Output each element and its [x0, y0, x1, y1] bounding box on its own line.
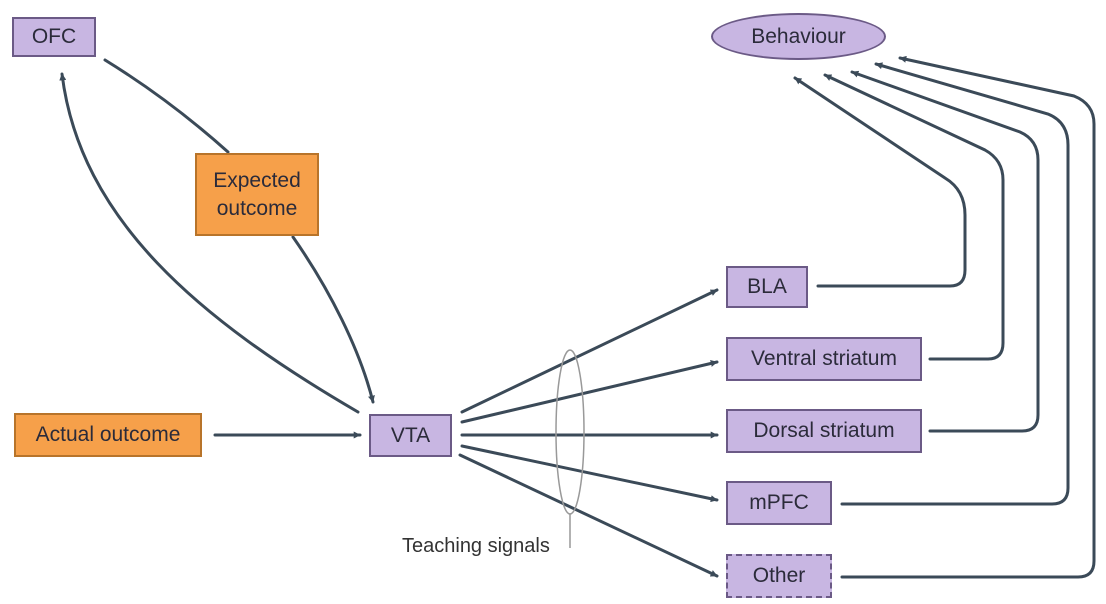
arrow-expected-vta [291, 235, 375, 404]
arrow-bla-behaviour [793, 76, 967, 288]
ventral-striatum-label: Ventral striatum [751, 347, 897, 370]
actual-outcome-label: Actual outcome [35, 423, 181, 446]
vta-label: VTA [390, 423, 431, 447]
ventral-striatum-box: Ventral striatum [726, 337, 922, 381]
expected-outcome-line2: outcome [216, 196, 298, 220]
mpfc-box: mPFC [726, 481, 832, 525]
behaviour-node: Behaviour [711, 13, 886, 60]
mpfc-label: mPFC [749, 491, 809, 514]
dorsal-striatum-box: Dorsal striatum [726, 409, 922, 453]
actual-outcome-box: Actual outcome [14, 413, 202, 457]
arrow-ofc-expected [103, 58, 230, 154]
arrow-ventral-behaviour [823, 73, 1005, 361]
arrow-vta-ofc [59, 72, 360, 414]
expected-outcome-line1: Expected [213, 168, 301, 192]
teaching-signals-ellipse [555, 349, 585, 515]
arrow-vta-ventral [460, 360, 719, 424]
arrow-vta-other [458, 453, 719, 578]
bla-label: BLA [747, 275, 787, 298]
expected-outcome-box: Expected outcome [195, 153, 319, 236]
arrow-dorsal-behaviour [850, 70, 1040, 433]
vta-box: VTA [369, 414, 452, 457]
arrow-vta-mpfc [460, 444, 719, 503]
ofc-box: OFC [12, 17, 96, 57]
arrow-vta-bla [460, 288, 719, 414]
behaviour-label: Behaviour [751, 24, 846, 48]
arrow-other-behaviour [840, 55, 1096, 579]
bla-box: BLA [726, 266, 808, 308]
other-box: Other [726, 554, 832, 598]
teaching-signals-label: Teaching signals [402, 535, 550, 557]
arrow-mpfc-behaviour [840, 62, 1070, 506]
ofc-label: OFC [31, 25, 77, 48]
dorsal-striatum-label: Dorsal striatum [753, 419, 895, 442]
other-label: Other [752, 564, 806, 587]
